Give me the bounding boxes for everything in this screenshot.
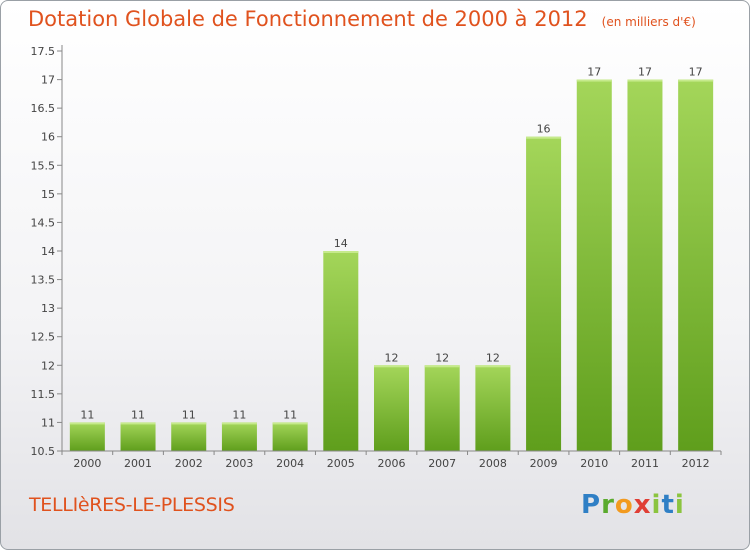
- data-label: 14: [334, 237, 348, 250]
- y-tick-label: 14: [41, 245, 55, 258]
- data-label: 11: [80, 408, 94, 421]
- bar-highlight: [576, 79, 612, 82]
- y-tick-label: 15: [41, 188, 55, 201]
- y-tick-label: 14.5: [31, 216, 56, 229]
- chart-title: Dotation Globale de Fonctionnement de 20…: [28, 7, 696, 31]
- x-tick-label: 2002: [175, 457, 203, 470]
- bar-highlight: [323, 251, 359, 253]
- bar: [475, 365, 511, 451]
- bar: [526, 136, 562, 451]
- y-tick-label: 12.5: [31, 331, 56, 344]
- bar: [627, 79, 663, 452]
- bar-highlight: [171, 422, 207, 425]
- bar-highlight: [120, 422, 156, 425]
- bar-highlight: [627, 79, 663, 82]
- y-tick-label: 11.5: [31, 388, 56, 401]
- x-axis: 2000 2001 2002 2003 2004 2005 2006 2007 2008 2009…: [61, 450, 722, 470]
- bar-highlight: [69, 422, 105, 425]
- bar-highlight: [272, 422, 308, 425]
- bar: [424, 365, 460, 451]
- proxiti-logo: Proxiti: [581, 490, 685, 520]
- bar-highlight: [526, 136, 562, 139]
- y-tick-label: 13.5: [31, 274, 56, 287]
- bar: [69, 422, 105, 451]
- bar-series: 11 11 11 11 11 14 12 12 12 16 17 17 17: [69, 66, 714, 452]
- chart-unit: (en milliers d'€): [601, 15, 696, 29]
- bar-highlight: [374, 365, 409, 368]
- y-tick-label: 10.5: [31, 445, 56, 458]
- bar-highlight: [475, 365, 511, 368]
- data-label: 17: [638, 66, 652, 79]
- data-label: 12: [486, 351, 500, 364]
- bar-highlight: [678, 79, 714, 82]
- data-label: 12: [435, 351, 449, 364]
- y-tick-label: 16: [41, 131, 55, 144]
- bar: [120, 422, 156, 451]
- commune-name: TELLIèRES-LE-PLESSIS: [29, 494, 235, 516]
- x-tick-label: 2006: [378, 457, 406, 470]
- y-tick-label: 13: [41, 302, 55, 315]
- bar-highlight: [424, 365, 460, 368]
- x-tick-label: 2001: [124, 457, 152, 470]
- y-axis: 10.5 11 11.5 12 12.5 13 13.5 14 14.5 15 15.5 16 16.5…: [31, 45, 63, 458]
- y-tick-label: 15.5: [31, 159, 56, 172]
- y-tick-label: 16.5: [31, 102, 56, 115]
- x-tick-label: 2011: [631, 457, 659, 470]
- y-tick-label: 17: [41, 74, 55, 87]
- x-tick-label: 2007: [428, 457, 456, 470]
- x-tick-label: 2010: [580, 457, 608, 470]
- y-tick-label: 17.5: [31, 45, 56, 58]
- bar-highlight: [221, 422, 257, 425]
- x-tick-label: 2005: [327, 457, 355, 470]
- bar: [272, 422, 308, 451]
- x-tick-label: 2000: [73, 457, 101, 470]
- x-tick-label: 2003: [225, 457, 253, 470]
- bar: [678, 79, 714, 452]
- data-label: 11: [232, 408, 246, 421]
- data-label: 11: [131, 408, 145, 421]
- data-label: 16: [537, 123, 551, 136]
- data-label: 17: [587, 66, 601, 79]
- data-label: 12: [385, 351, 399, 364]
- y-tick-label: 11: [41, 416, 55, 429]
- data-label: 11: [182, 408, 196, 421]
- x-tick-label: 2008: [479, 457, 507, 470]
- y-tick-label: 12: [41, 359, 55, 372]
- data-label: 17: [689, 66, 703, 79]
- x-tick-label: 2009: [530, 457, 558, 470]
- x-tick-label: 2012: [682, 457, 710, 470]
- bar: [221, 422, 257, 451]
- bar: [323, 251, 359, 451]
- bar: [374, 365, 409, 451]
- data-label: 11: [283, 408, 297, 421]
- x-tick-label: 2004: [276, 457, 304, 470]
- bar: [171, 422, 207, 451]
- bar: [576, 79, 612, 452]
